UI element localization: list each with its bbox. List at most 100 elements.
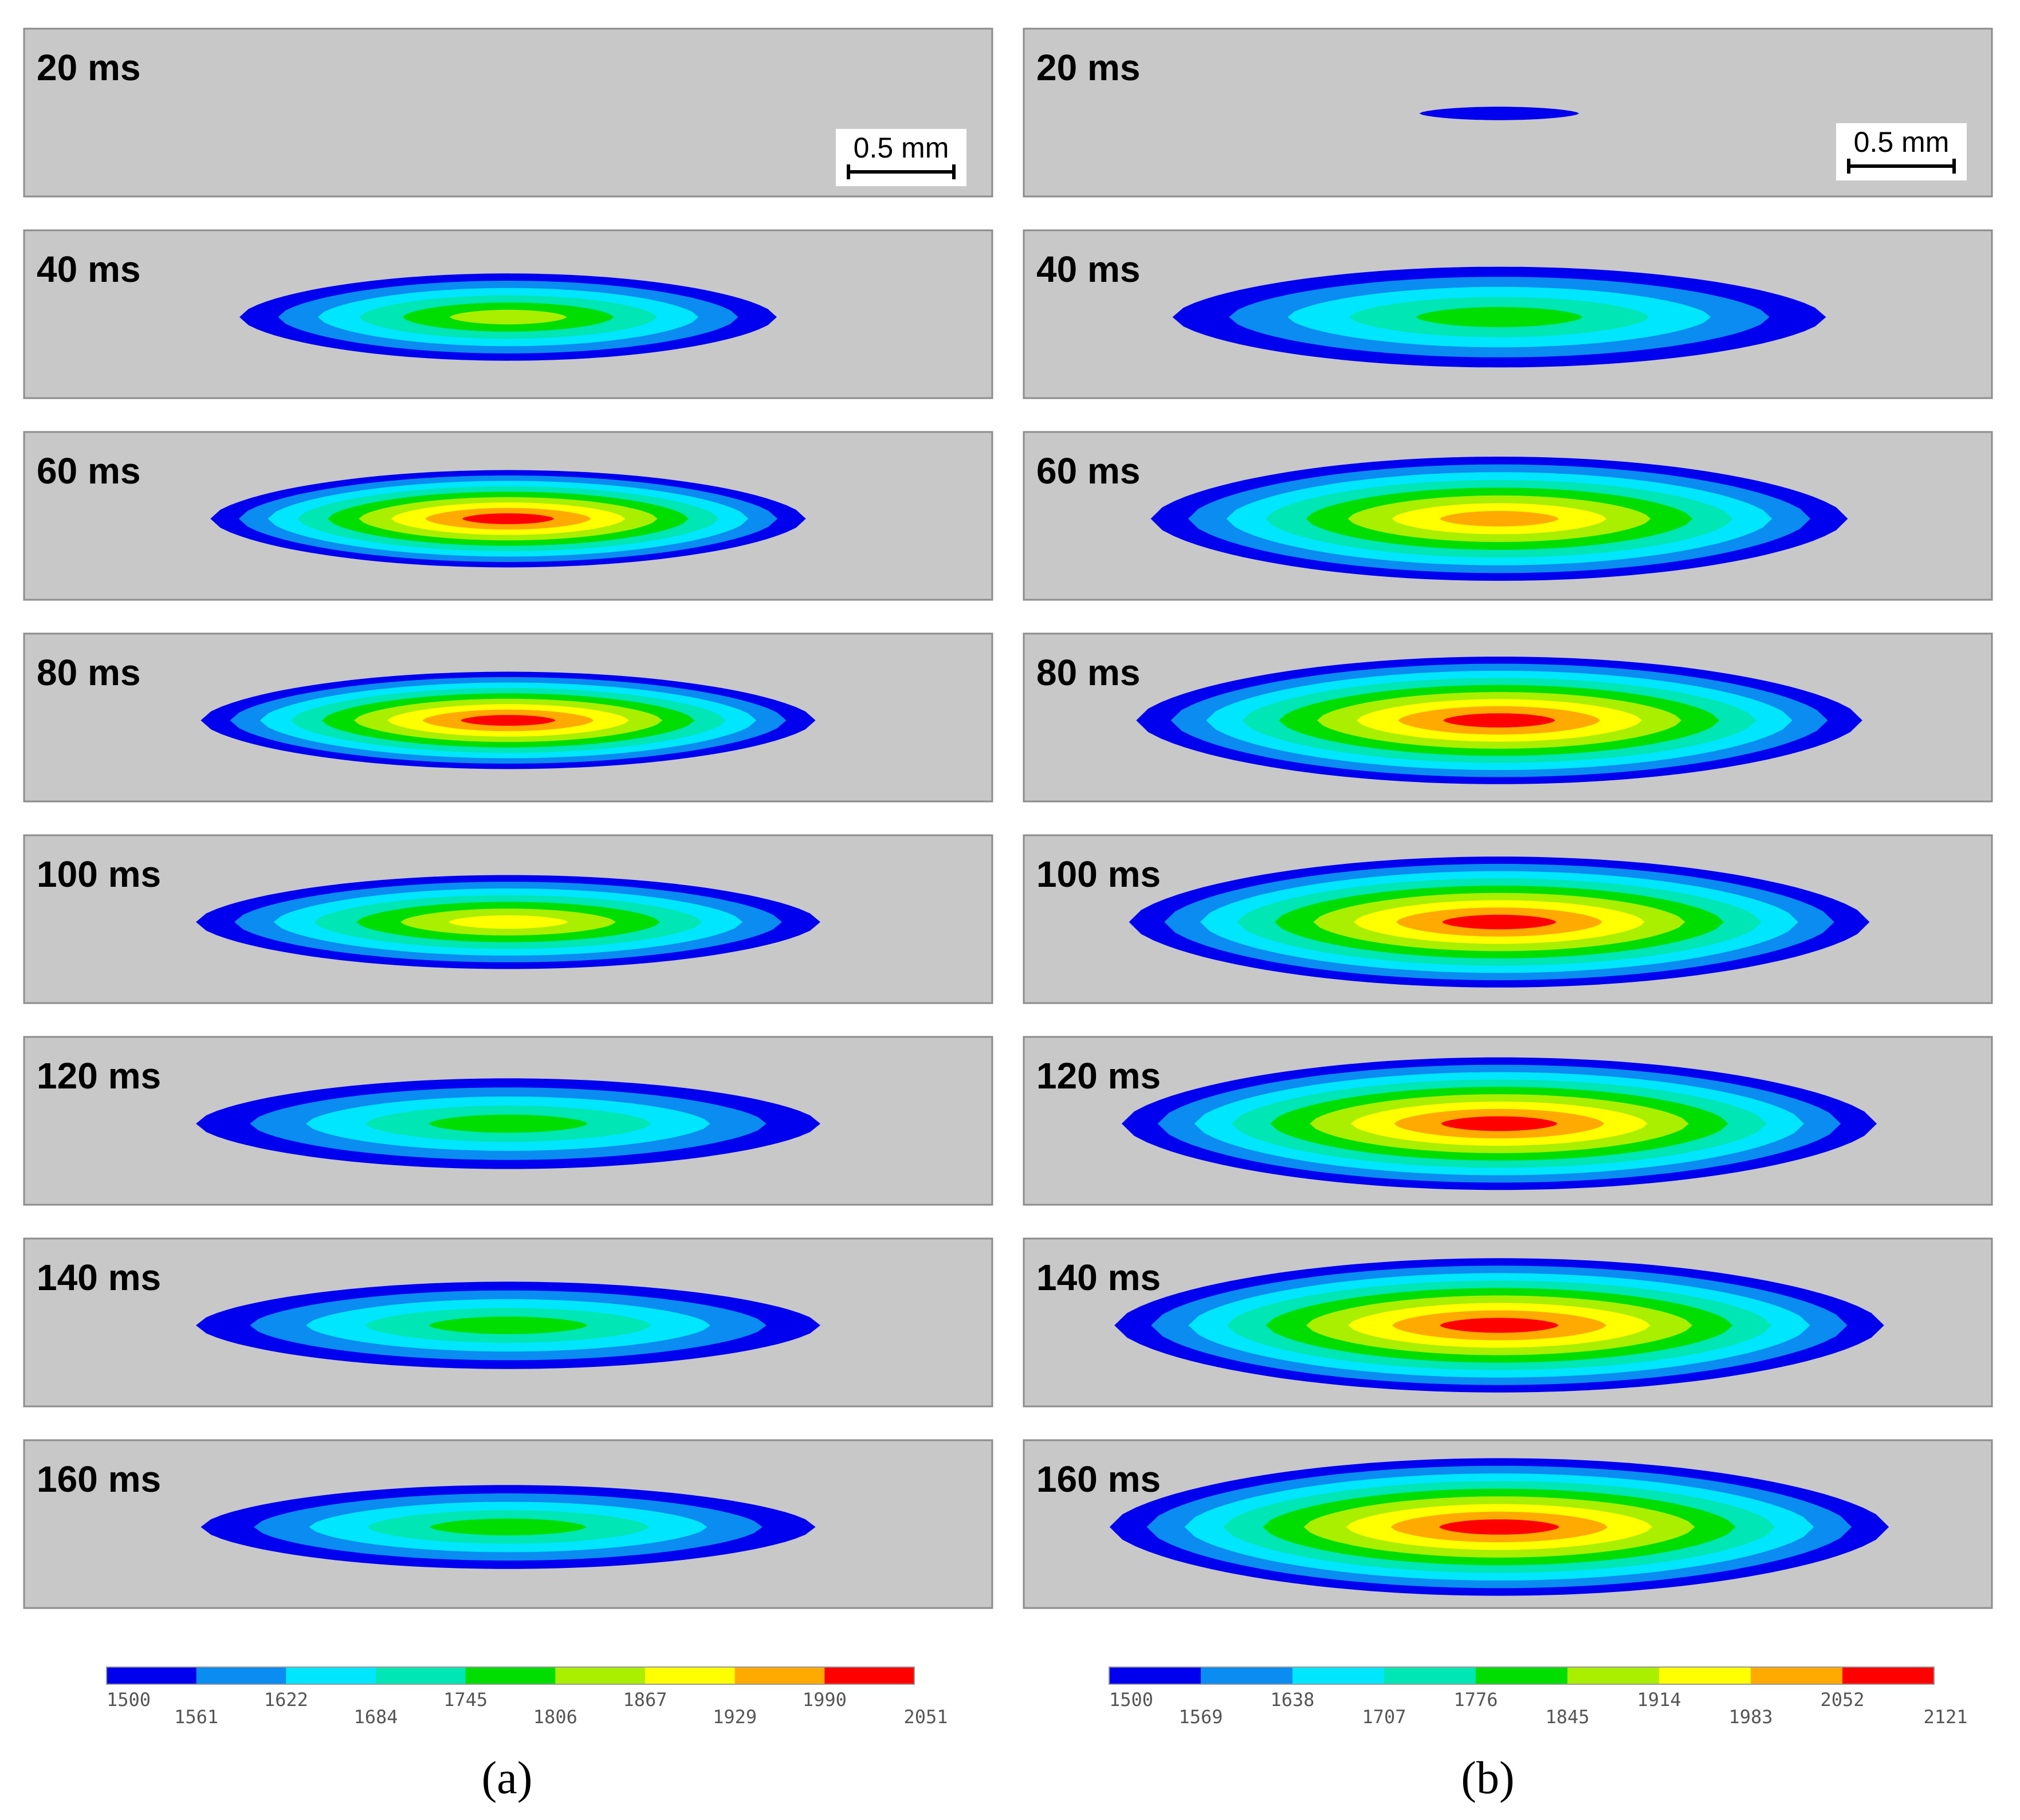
colorbar-segment: [107, 1667, 197, 1684]
melt-pool-contour: [196, 1078, 820, 1169]
colorbar-segment: [1201, 1667, 1293, 1684]
panel-caption: (b): [1461, 1753, 1514, 1803]
melt-pool-contour: [1121, 1057, 1877, 1190]
scale-bar-box: [836, 129, 966, 186]
time-label: 20 ms: [37, 47, 140, 88]
frame-80-ms: 80 ms: [23, 632, 993, 803]
colorbar-tick-label: 2121: [1923, 1706, 1967, 1728]
frame-80-ms: 80 ms: [1023, 632, 1993, 803]
melt-pool-contour: [201, 1485, 816, 1569]
frame-40-ms: 40 ms: [1023, 229, 1993, 399]
melt-pool-contour: [1172, 266, 1826, 368]
frame-60-ms: 60 ms: [1023, 431, 1993, 601]
colorbar-segment: [1384, 1667, 1476, 1684]
colorbar-segment: [376, 1667, 466, 1684]
time-label: 100 ms: [37, 854, 161, 895]
frame-20-ms: 20 ms 0.5 mm: [23, 27, 993, 198]
melt-pool-contour: [1419, 107, 1579, 120]
colorbar-tick-label: 2052: [1820, 1689, 1864, 1711]
scale-bar-label: 0.5 mm: [854, 132, 949, 164]
panel-a: 20 ms 0.5 mm 40 ms 60 ms 80 ms 100 ms 120 ms 14…: [23, 27, 993, 1803]
contour-band-5: [429, 1114, 588, 1133]
melt-pool-contour: [1150, 457, 1848, 581]
colorbar-tick-label: 1707: [1362, 1706, 1406, 1728]
scale-bar: 0.5 mm: [836, 129, 966, 186]
colorbar-segment: [196, 1667, 286, 1684]
time-label: 20 ms: [1036, 47, 1140, 88]
colorbar-segment: [1476, 1667, 1568, 1684]
colorbar-tick-label: 1776: [1453, 1689, 1498, 1711]
contour-band-9: [462, 513, 555, 524]
contour-band-9: [1439, 1519, 1560, 1535]
colorbar-tick-label: 1500: [1109, 1689, 1153, 1711]
frame-20-ms: 20 ms 0.5 mm: [1023, 27, 1993, 198]
frame-160-ms: 160 ms: [1023, 1439, 1993, 1609]
colorbar-tick-label: 1990: [803, 1689, 847, 1711]
contour-band-9: [1443, 713, 1555, 728]
colorbar-tick-label: 1745: [443, 1689, 488, 1711]
frame-140-ms: 140 ms: [1023, 1237, 1993, 1408]
colorbar-segment: [734, 1667, 825, 1684]
time-label: 60 ms: [1036, 450, 1140, 492]
scale-bar-line: [1847, 159, 1956, 174]
colorbar: 1500 1569 1638 1707 1776 1845 1914 1983 2052 2121: [1109, 1666, 1968, 1728]
contour-band-9: [461, 715, 556, 726]
frame-60-ms: 60 ms: [23, 431, 993, 601]
melt-pool-contour: [210, 470, 806, 568]
time-label: 80 ms: [1036, 652, 1140, 693]
contour-band-5: [430, 1518, 587, 1536]
scale-bar-line: [847, 164, 956, 179]
scale-bar: 0.5 mm: [1836, 123, 1967, 180]
contour-band-9: [1441, 1116, 1558, 1131]
time-label: 140 ms: [37, 1257, 161, 1298]
colorbar-border: [106, 1666, 915, 1685]
colorbar-segment: [1567, 1667, 1660, 1684]
colorbar-tick-label: 1867: [623, 1689, 667, 1711]
frame-120-ms: 120 ms: [23, 1036, 993, 1206]
contour-band-1: [1419, 107, 1579, 120]
colorbar-segment: [286, 1667, 376, 1684]
colorbar-segment: [1292, 1667, 1385, 1684]
frame-100-ms: 100 ms: [1023, 834, 1993, 1004]
colorbar: 1500 1561 1622 1684 1745 1806 1867 1929 1990 2051: [106, 1666, 948, 1728]
colorbar-segment: [1842, 1667, 1935, 1684]
frame-40-ms: 40 ms: [23, 229, 993, 399]
contour-band-9: [1442, 914, 1557, 930]
contour-band-5: [1416, 306, 1583, 328]
time-label: 100 ms: [1036, 854, 1161, 895]
time-label: 160 ms: [37, 1459, 161, 1500]
colorbar-segment: [465, 1667, 556, 1684]
melt-pool-contour: [196, 1282, 820, 1369]
contour-band-5: [429, 1316, 588, 1334]
colorbar-tick-label: 1684: [353, 1706, 398, 1728]
melt-pool-contour: [1109, 1458, 1889, 1596]
colorbar-tick-label: 1845: [1545, 1706, 1589, 1728]
panel-b: 20 ms 0.5 mm 40 ms 60 ms 80 ms 100 ms 120 ms 14…: [1023, 27, 1993, 1803]
colorbar-tick-label: 1569: [1178, 1706, 1223, 1728]
melt-pool-contour: [196, 875, 820, 969]
melt-pool-contour: [239, 273, 777, 361]
colorbar-tick-label: 2051: [903, 1706, 948, 1728]
melt-pool-contour: [1136, 657, 1862, 784]
time-label: 120 ms: [37, 1055, 161, 1096]
melt-pool-contour: [1129, 856, 1870, 988]
colorbar-tick-label: 1983: [1728, 1706, 1773, 1728]
scale-bar-box: [1836, 123, 1967, 180]
colorbar-tick-label: 1914: [1637, 1689, 1681, 1711]
colorbar-segment: [824, 1667, 915, 1684]
colorbar-border: [1109, 1666, 1935, 1685]
time-label: 80 ms: [37, 652, 140, 693]
colorbar-tick-label: 1806: [533, 1706, 577, 1728]
colorbar-tick-label: 1622: [264, 1689, 308, 1711]
time-label: 160 ms: [1036, 1459, 1161, 1500]
frame-background: [23, 27, 993, 198]
frame-120-ms: 120 ms: [1023, 1036, 1993, 1206]
colorbar-tick-label: 1638: [1270, 1689, 1314, 1711]
colorbar-segment: [1751, 1667, 1843, 1684]
time-label: 140 ms: [1036, 1257, 1161, 1298]
colorbar-tick-label: 1929: [713, 1706, 757, 1728]
contour-band-8: [1440, 510, 1559, 527]
time-label: 40 ms: [37, 249, 140, 290]
contour-band-7: [448, 915, 568, 929]
